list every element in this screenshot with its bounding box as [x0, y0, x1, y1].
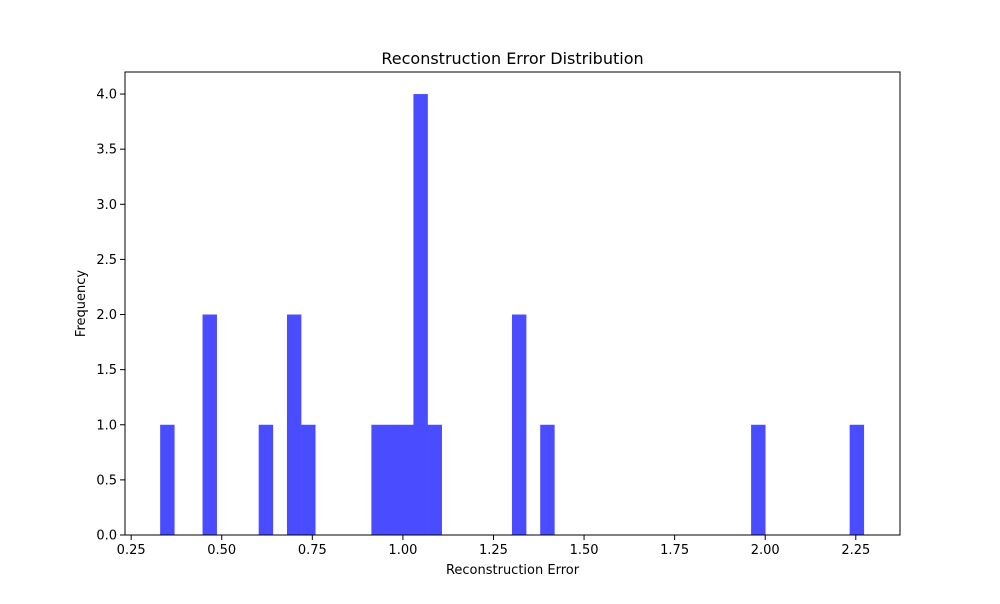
histogram-bar-5	[301, 424, 316, 535]
x-axis-ticks: 0.25 0.50 0.75 1.00 1.25 1.50 1.75 2.00 2.25	[117, 535, 870, 558]
histogram-bar-8	[399, 424, 414, 535]
histogram-bar-14	[849, 424, 865, 535]
histogram-bar-6	[371, 424, 386, 535]
histogram-bar-2	[202, 314, 217, 535]
y-tick-label: 2.0	[96, 308, 117, 323]
y-tick-label: 2.5	[96, 253, 117, 268]
histogram-bar-1	[160, 424, 175, 535]
plot-frame	[124, 71, 901, 536]
histogram-bars	[160, 94, 865, 536]
chart-title: Reconstruction Error Distribution	[381, 49, 643, 68]
histogram-bar-9	[413, 94, 428, 536]
x-tick-label: 1.00	[388, 543, 417, 558]
x-axis-label: Reconstruction Error	[446, 563, 580, 578]
histogram-bar-7	[385, 424, 400, 535]
histogram-bar-3	[258, 424, 274, 535]
y-tick-label: 0.5	[96, 473, 117, 488]
x-tick-label: 1.25	[479, 543, 508, 558]
x-tick-label: 0.75	[298, 543, 327, 558]
y-tick-label: 0.0	[96, 529, 117, 544]
x-tick-label: 1.50	[570, 543, 599, 558]
y-axis-label: Frequency	[74, 270, 89, 337]
y-axis-ticks: 0.0 0.5 1.0 1.5 2.0 2.5 3.0 3.5 4.0	[96, 88, 125, 544]
y-tick-label: 1.5	[96, 363, 117, 378]
histogram-bar-4	[286, 314, 302, 535]
histogram-bar-11	[511, 314, 527, 535]
y-tick-label: 3.0	[96, 198, 117, 213]
y-tick-label: 4.0	[96, 88, 117, 103]
histogram-bar-12	[540, 424, 555, 535]
x-tick-label: 0.50	[207, 543, 236, 558]
histogram-bar-10	[427, 424, 442, 535]
y-tick-label: 3.5	[96, 143, 117, 158]
histogram-bar-13	[751, 424, 766, 535]
x-tick-label: 2.00	[751, 543, 780, 558]
x-tick-label: 0.25	[117, 543, 146, 558]
x-tick-label: 2.25	[841, 543, 870, 558]
y-tick-label: 1.0	[96, 418, 117, 433]
x-tick-label: 1.75	[660, 543, 689, 558]
